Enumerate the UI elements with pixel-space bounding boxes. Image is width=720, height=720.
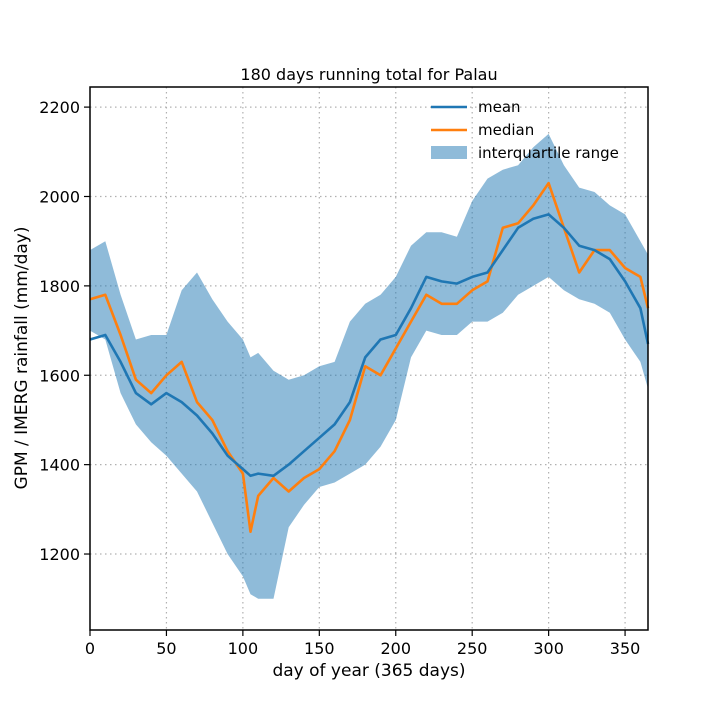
x-tick-label: 150 [304,639,335,658]
x-axis: 0 50 100 150 200 250 300 350 [85,630,640,658]
y-axis: 1200 1400 1600 1800 2000 2200 [39,98,90,564]
chart-title: 180 days running total for Palau [240,65,497,84]
legend-label: mean [478,98,521,116]
x-tick-label: 0 [85,639,95,658]
median-line [89,181,650,533]
x-tick-label: 350 [610,639,641,658]
iqr-band [90,133,648,599]
y-tick-label: 2200 [39,98,80,117]
legend-iqr-swatch [431,146,467,159]
y-tick-label: 1200 [39,545,80,564]
y-tick-label: 1800 [39,277,80,296]
iqr-layer [90,133,648,599]
x-tick-label: 50 [156,639,176,658]
legend: mean median interquartile range [431,98,619,162]
y-tick-label: 2000 [39,187,80,206]
plot-frame [89,86,649,631]
x-tick-label: 200 [380,639,411,658]
legend-label: median [478,121,534,139]
mean-line [89,213,650,478]
series-layer [89,181,650,533]
legend-label: interquartile range [478,144,619,162]
x-axis-label: day of year (365 days) [272,661,465,681]
y-tick-label: 1600 [39,366,80,385]
x-tick-label: 100 [228,639,259,658]
y-tick-label: 1400 [39,456,80,475]
x-tick-label: 300 [533,639,564,658]
x-tick-label: 250 [457,639,488,658]
y-axis-label: GPM / IMERG rainfall (mm/day) [12,227,32,490]
